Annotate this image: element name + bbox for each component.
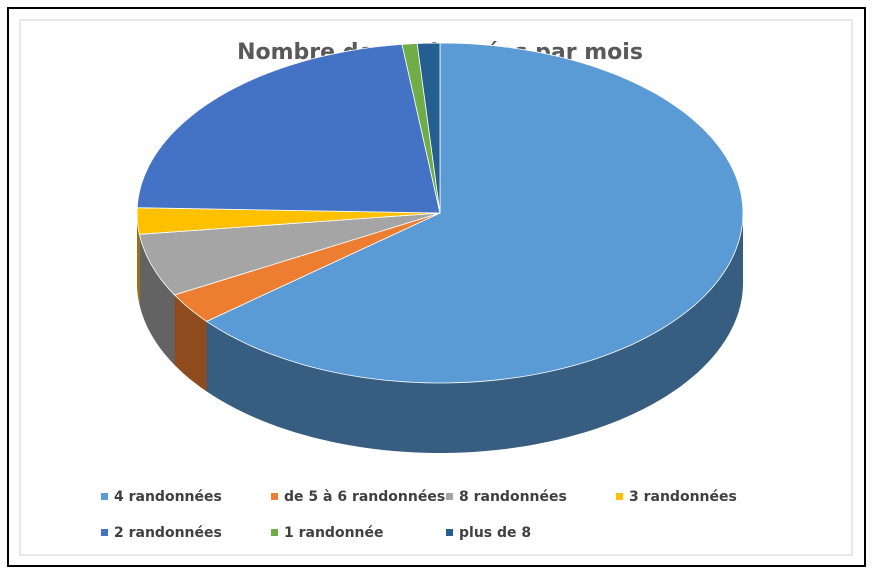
slice-side [174, 294, 207, 392]
legend-label: de 5 à 6 randonnées [284, 489, 445, 505]
legend-label: 2 randonnées [114, 525, 222, 541]
legend-label: 1 randonnée [284, 525, 384, 541]
legend-swatch [446, 493, 453, 500]
legend-swatch [271, 529, 278, 536]
legend-swatch [101, 529, 108, 536]
legend-label: 8 randonnées [459, 489, 567, 505]
slice [138, 212, 441, 296]
slice [136, 43, 441, 214]
legend-label: plus de 8 [459, 525, 531, 541]
slice-side [206, 213, 743, 453]
legend-swatch [101, 493, 108, 500]
slice [173, 212, 441, 322]
slice-side [137, 213, 140, 305]
legend-label: 4 randonnées [114, 489, 222, 505]
legend-swatch [446, 529, 453, 536]
legend-swatch [271, 493, 278, 500]
slice [205, 42, 744, 384]
legend-label: 3 randonnées [629, 489, 737, 505]
slice [416, 42, 441, 214]
legend-swatch [616, 493, 623, 500]
slice-side [139, 234, 175, 365]
slice [136, 207, 441, 235]
